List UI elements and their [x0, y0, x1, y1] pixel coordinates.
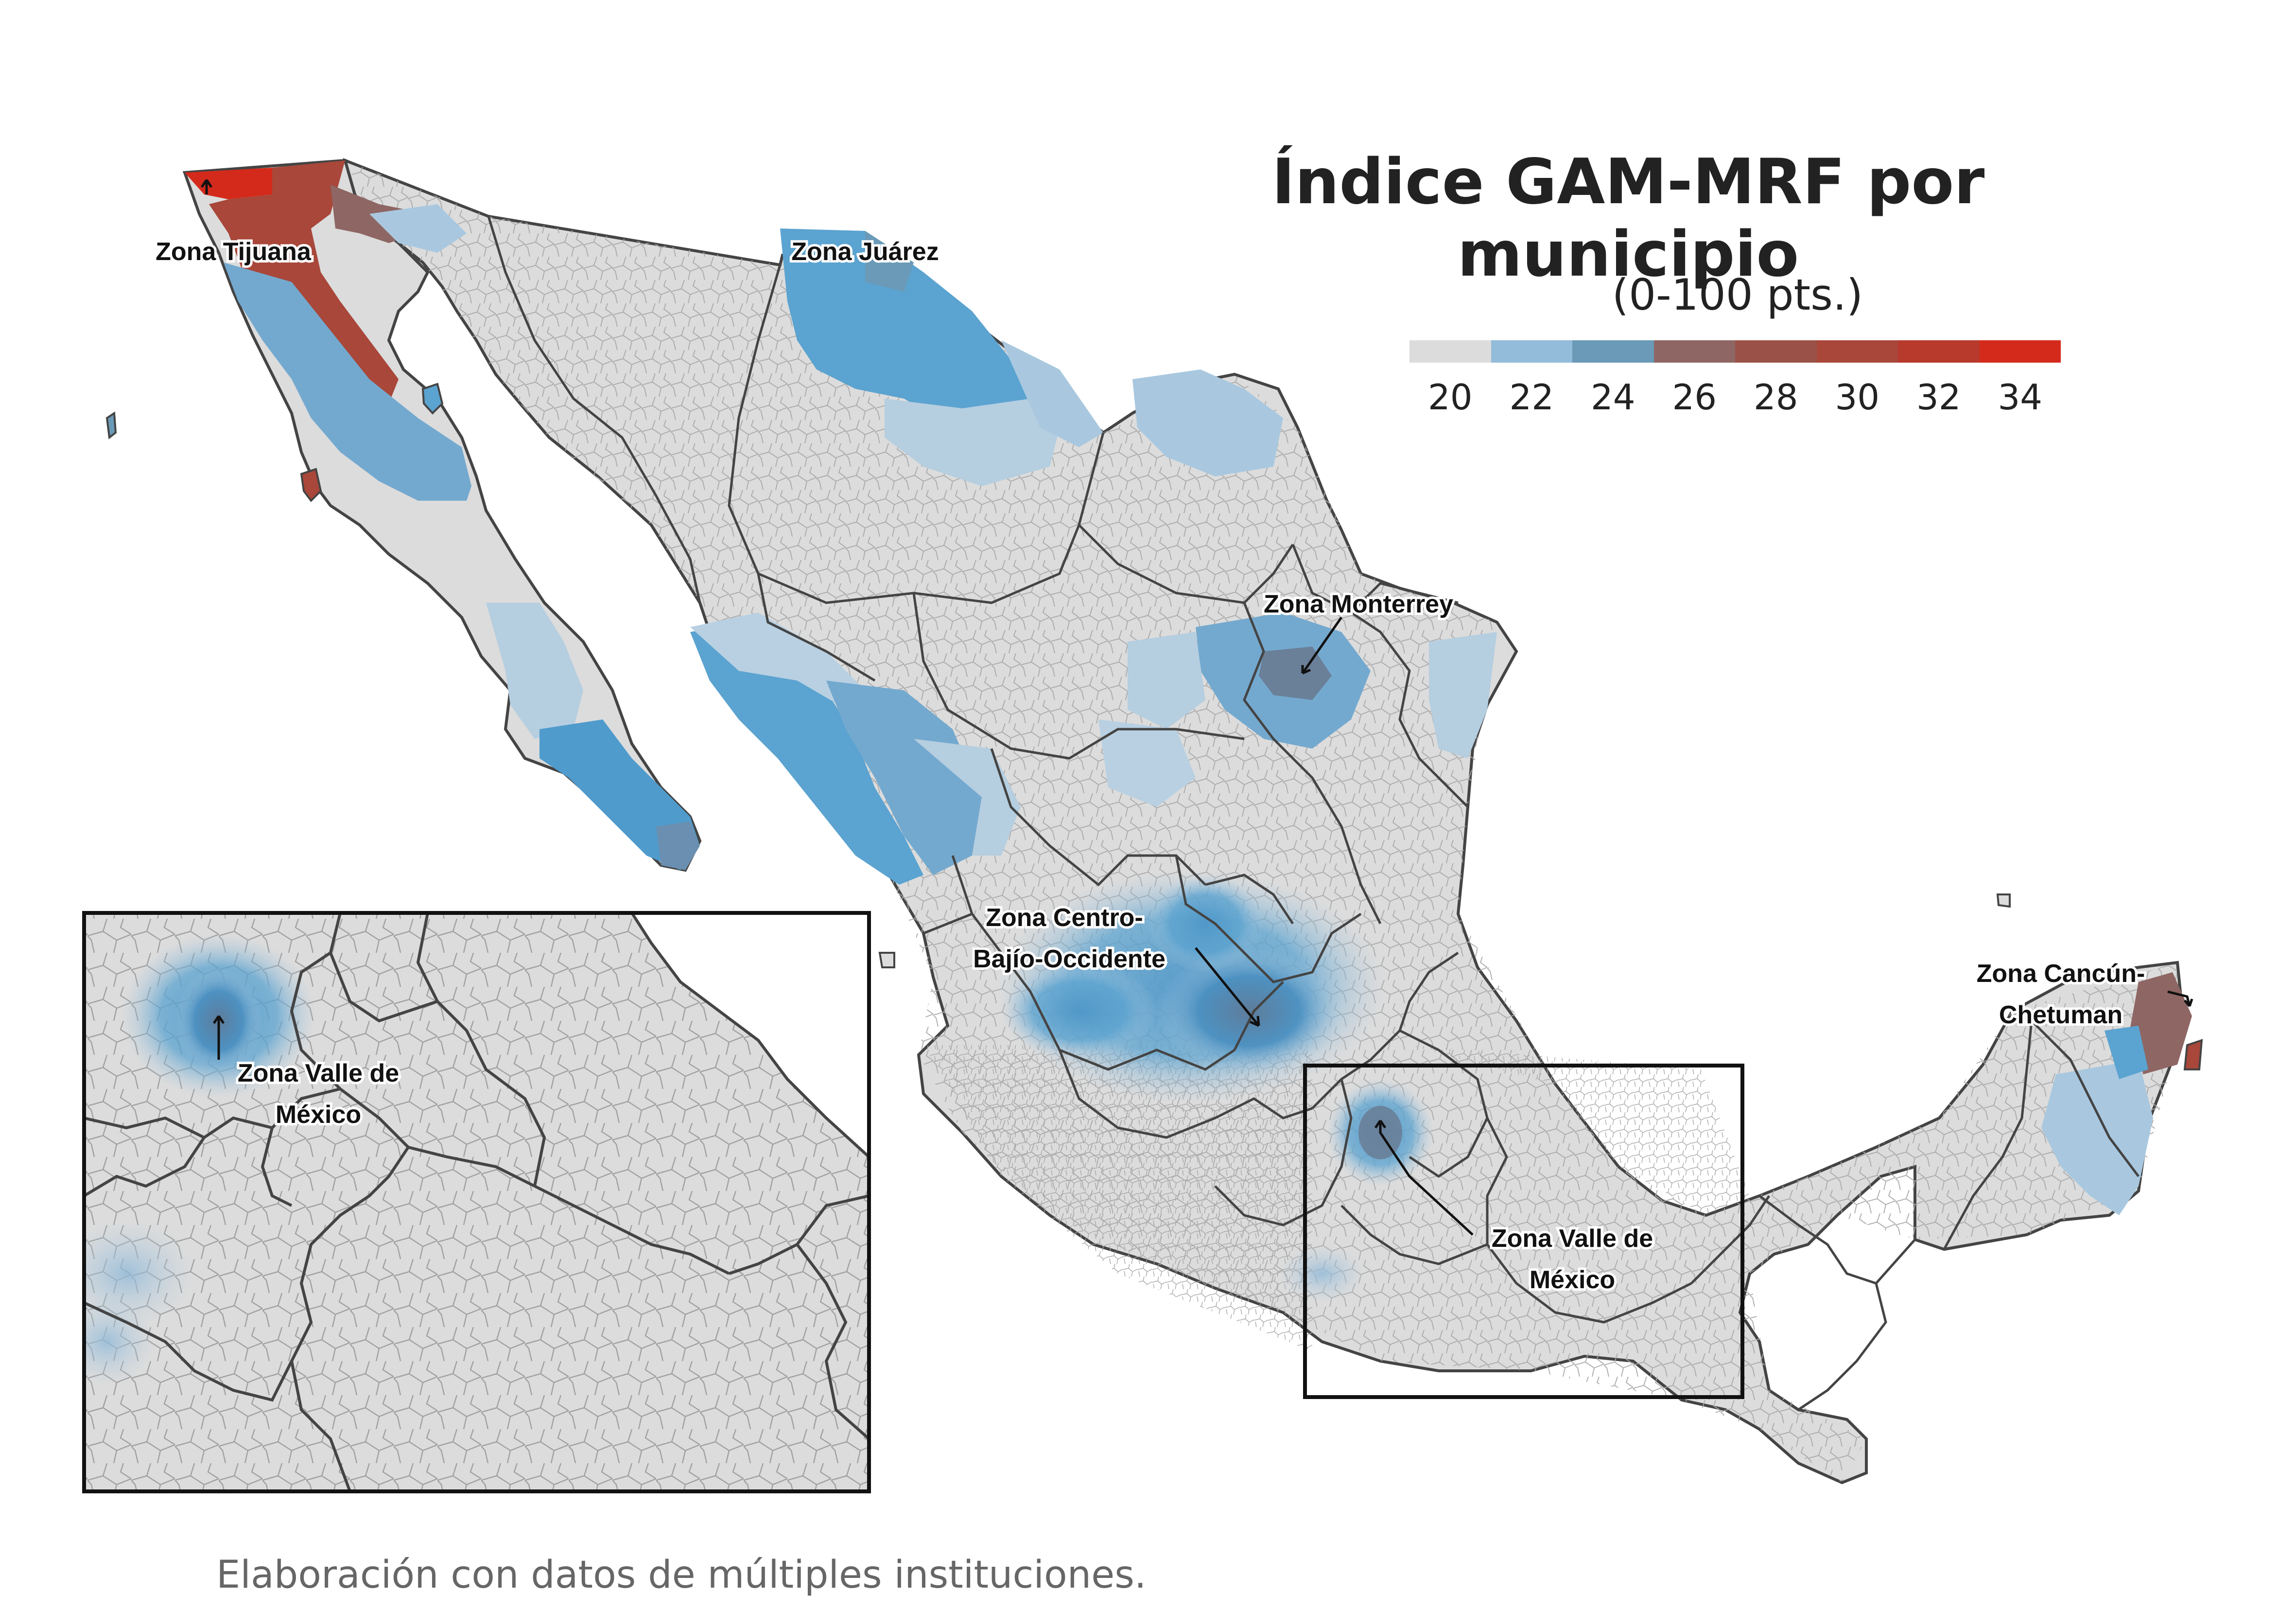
label-zona-cancun-line2: Chetuman	[1999, 1001, 2122, 1029]
region-juarez-blue	[780, 228, 1030, 428]
island-tiburon	[421, 383, 444, 415]
annotation-lines	[200, 179, 2193, 1236]
municipality-texture	[345, 160, 2177, 1483]
island-caribbean	[1996, 893, 2011, 908]
region-juarez-dark	[865, 231, 914, 292]
label-zona-centro-line2: Bajío-Occidente	[973, 945, 1165, 973]
region-aguascalientes-blob	[1147, 875, 1264, 972]
label-inset-valle-line1: Zona Valle de	[238, 1059, 399, 1087]
island-guadalupe	[300, 468, 322, 503]
region-chihuahua-east-light	[1001, 340, 1103, 447]
municipality-texture-dense	[1409, 1045, 1750, 1215]
inset-frame	[82, 911, 871, 1493]
region-quintana-roo-blue	[2041, 1060, 2153, 1215]
source-note: Elaboración con datos de múltiples insti…	[216, 1553, 1147, 1597]
state-borders	[487, 216, 2139, 1411]
island-west	[105, 411, 117, 439]
region-los-cabos	[656, 822, 700, 870]
region-cancun-brown	[2129, 972, 2192, 1074]
region-bcs-light	[486, 603, 583, 739]
map-title: Índice GAM-MRF por municipio	[1271, 146, 1985, 291]
label-zona-centro-line1: Zona Centro-	[986, 904, 1143, 932]
legend-ticks: 20 22 24 26 28 30 32 34	[1409, 377, 2061, 418]
label-zona-valle-line1: Zona Valle de	[1492, 1225, 1653, 1253]
legend-swatch	[1816, 340, 1898, 363]
region-baja-west-blue	[224, 262, 471, 501]
legend-tick-label: 20	[1427, 377, 1473, 418]
region-baja-north-red	[209, 160, 399, 403]
inset-locator-frame	[1303, 1064, 1744, 1399]
legend-tick-label: 30	[1835, 377, 1880, 418]
legend-swatch	[1979, 340, 2061, 363]
legend-swatch	[1653, 340, 1735, 363]
island-revillagigedo	[878, 952, 895, 968]
label-zona-monterrey: Zona Monterrey	[1264, 590, 1453, 618]
legend-swatch	[1491, 340, 1572, 363]
label-inset-valle-line2: México	[276, 1101, 361, 1129]
region-durango-light	[1098, 719, 1196, 807]
region-tamaulipas-light	[1429, 632, 1497, 758]
region-guerrero-light	[1278, 1244, 1366, 1303]
inset-map	[84, 913, 869, 1491]
municipality-texture-dense	[923, 1045, 1312, 1351]
region-monterrey-dark	[1259, 647, 1332, 700]
legend-tick-label: 26	[1672, 377, 1717, 418]
region-sinaloa-light	[914, 739, 1021, 856]
region-coahuila-north-blue	[1132, 369, 1283, 476]
region-coahuila-light	[1128, 632, 1205, 729]
label-zona-juarez: Zona Juárez	[791, 238, 939, 266]
legend-swatch	[1898, 340, 1980, 363]
legend-tick-label: 22	[1509, 377, 1554, 418]
region-chihuahua-light	[885, 399, 1060, 486]
legend-swatch	[1409, 340, 1491, 363]
legend-tick-label: 34	[1998, 377, 2043, 418]
region-guadalajara-blob	[1001, 962, 1157, 1060]
legend-tick-label: 32	[1916, 377, 1961, 418]
region-sonora-coast	[690, 622, 923, 885]
legend-tick-label: 24	[1590, 377, 1635, 418]
region-sonora-north-blue	[369, 204, 467, 253]
label-zona-valle-line2: México	[1530, 1266, 1615, 1294]
color-legend: 20 22 24 26 28 30 32 34	[1409, 340, 2061, 423]
legend-swatch	[1572, 340, 1654, 363]
map-subtitle: (0-100 pts.)	[1612, 270, 1863, 320]
region-cancun-blue	[2105, 1026, 2148, 1079]
label-zona-cancun-line1: Zona Cancún-	[1977, 960, 2145, 988]
region-bajio-core	[1157, 948, 1341, 1074]
legend-swatch	[1735, 340, 1817, 363]
label-zona-tijuana: Zona Tijuana	[156, 238, 312, 266]
legend-tick-label: 28	[1753, 377, 1798, 418]
region-sinaloa-blue	[826, 681, 982, 875]
region-sonora-light	[690, 612, 865, 715]
legend-color-bar	[1409, 340, 2061, 363]
region-cozumel	[2183, 1039, 2203, 1070]
